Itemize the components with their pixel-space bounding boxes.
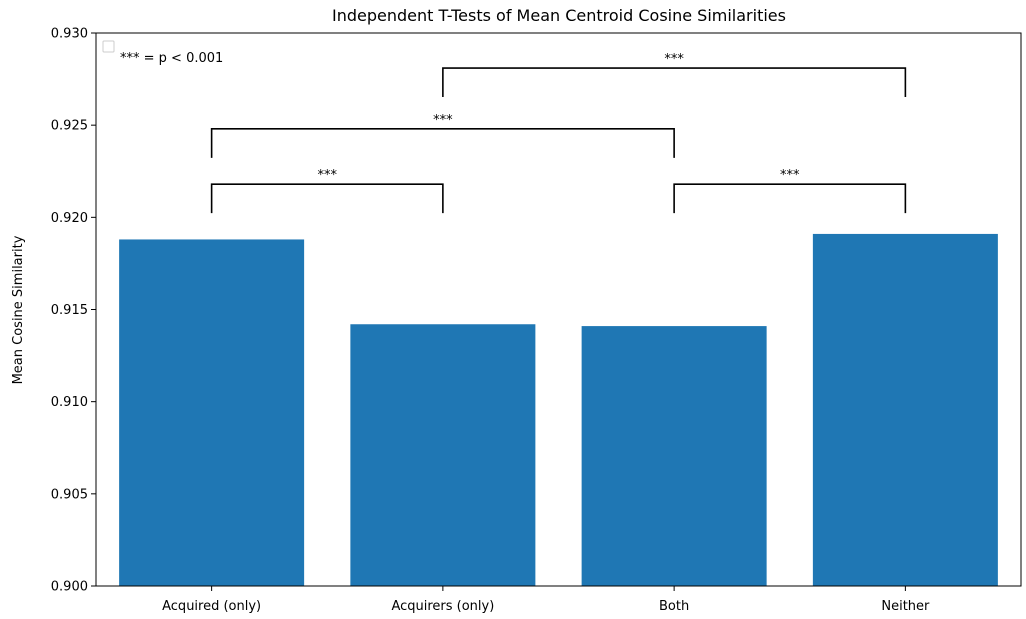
significance-bracket-3 bbox=[673, 183, 907, 214]
significance-annotations: *** *** *** *** bbox=[210, 52, 907, 214]
legend-marker bbox=[102, 40, 115, 53]
y-tick-label: 0.925 bbox=[51, 119, 88, 134]
x-tick-label: Both bbox=[659, 599, 689, 614]
y-tick-label: 0.920 bbox=[51, 211, 88, 226]
y-tick-label: 0.905 bbox=[51, 487, 88, 502]
x-tick-label: Neither bbox=[881, 599, 930, 614]
legend-text: *** = p < 0.001 bbox=[120, 51, 223, 66]
y-axis-label: Mean Cosine Similarity bbox=[11, 235, 26, 384]
bar-2 bbox=[350, 324, 536, 586]
significance-label-3: *** bbox=[780, 168, 800, 183]
significance-label-1: *** bbox=[318, 168, 338, 183]
significance-label-2: *** bbox=[433, 113, 453, 128]
significance-bracket-4 bbox=[442, 67, 907, 98]
bar-3 bbox=[581, 326, 767, 586]
y-tick-label: 0.915 bbox=[51, 303, 88, 318]
y-tick-label: 0.930 bbox=[51, 27, 88, 42]
legend: *** = p < 0.001 bbox=[102, 40, 223, 66]
bars-layer bbox=[119, 233, 998, 586]
axes-layer: 0.900 0.905 0.910 0.915 0.920 0.925 0.930 Acqui… bbox=[51, 27, 1022, 614]
x-tick-label: Acquirers (only) bbox=[391, 599, 494, 614]
y-tick-label: 0.910 bbox=[51, 395, 88, 410]
significance-bracket-2 bbox=[210, 128, 675, 158]
bar-1 bbox=[119, 239, 305, 586]
y-tick-label: 0.900 bbox=[51, 580, 88, 595]
significance-bracket-1 bbox=[210, 183, 444, 214]
chart-title: Independent T-Tests of Mean Centroid Cos… bbox=[332, 6, 786, 25]
significance-label-4: *** bbox=[664, 52, 684, 67]
x-tick-label: Acquired (only) bbox=[162, 599, 261, 614]
bar-4 bbox=[812, 233, 998, 586]
